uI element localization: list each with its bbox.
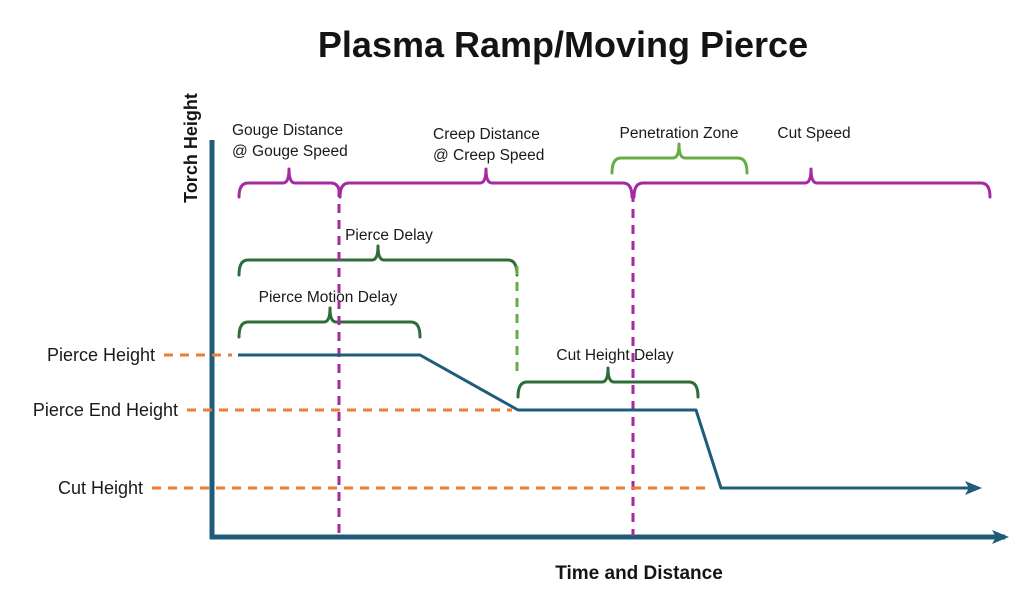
pierce-height-label: Pierce Height — [47, 345, 155, 365]
penetration-zone-label: Penetration Zone — [620, 125, 739, 142]
y-axis-label: Torch Height — [181, 93, 201, 203]
gouge-distance-bracket — [237, 167, 342, 199]
pierce-motion-delay-label: Pierce Motion Delay — [259, 289, 398, 306]
page-title: Plasma Ramp/Moving Pierce — [318, 24, 808, 65]
penetration-zone-bracket — [610, 142, 749, 175]
torch-height-profile-line — [238, 353, 982, 495]
gouge-distance-label-line2: @ Gouge Speed — [232, 143, 348, 160]
creep-distance-bracket — [338, 167, 634, 199]
cut-height-delay-bracket — [516, 366, 700, 399]
x-axis-label: Time and Distance — [555, 563, 723, 584]
pierce-delay-bracket — [237, 244, 519, 277]
creep-distance-label-line1: Creep Distance — [433, 126, 540, 143]
gouge-distance-label-line1: Gouge Distance — [232, 122, 343, 139]
cut-height-delay-label: Cut Height Delay — [556, 347, 673, 364]
creep-distance-label-line2: @ Creep Speed — [433, 147, 544, 164]
cut-height-label: Cut Height — [58, 478, 143, 498]
pierce-delay-label: Pierce Delay — [345, 227, 433, 244]
pierce-end-height-label: Pierce End Height — [33, 400, 178, 420]
pierce-motion-delay-bracket — [237, 306, 422, 339]
cut-speed-bracket — [632, 167, 992, 199]
cut-speed-label: Cut Speed — [777, 125, 850, 142]
